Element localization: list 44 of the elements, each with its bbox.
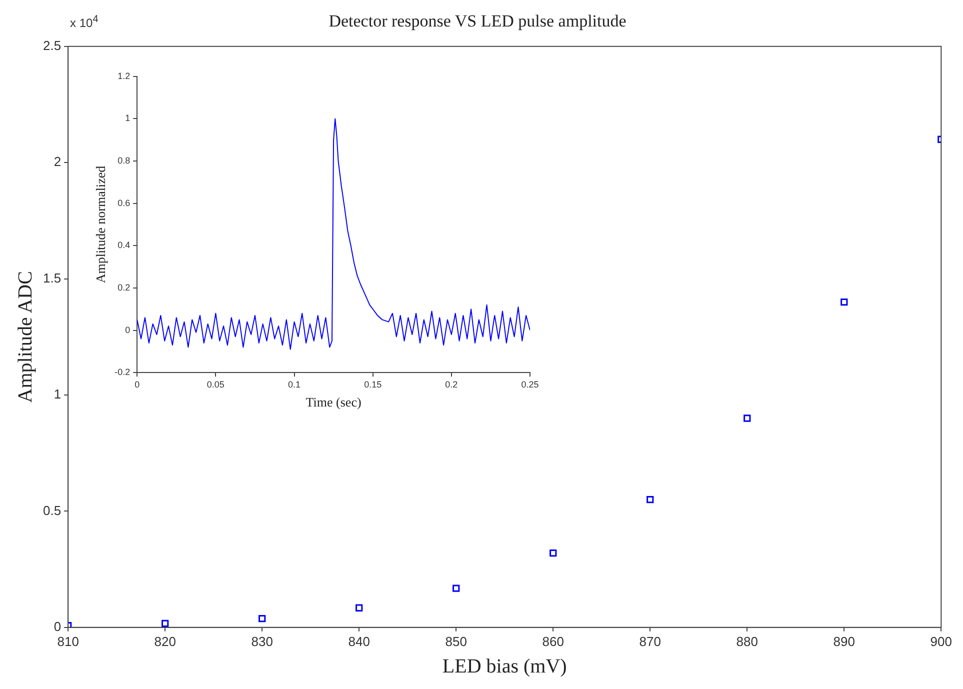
- x-tick-label: 0.05: [206, 379, 224, 390]
- y-axis-title: Amplitude ADC: [14, 271, 36, 403]
- y-axis-title: Amplitude normalized: [93, 165, 108, 284]
- x-tick-label: 850: [445, 634, 467, 649]
- y-tick-label: 0: [125, 324, 130, 335]
- x-tick-label: 860: [542, 634, 564, 649]
- point: [356, 604, 363, 612]
- x-tick-label: 810: [57, 634, 79, 649]
- x-tick-label: 0.15: [364, 379, 382, 390]
- y-tick-label: 1: [125, 113, 130, 124]
- x-tick-label: 0: [134, 379, 140, 390]
- y-tick-label: 2: [54, 154, 62, 170]
- y-tick-label: 1.2: [118, 70, 130, 81]
- x-tick-label: 890: [833, 634, 855, 649]
- y-tick-label: 0.6: [118, 198, 130, 208]
- y-tick-label: 1: [54, 386, 62, 402]
- x-tick-label: 840: [348, 634, 370, 649]
- point: [452, 584, 460, 592]
- x-tick-label: 830: [251, 634, 273, 649]
- x-tick-label: 870: [639, 634, 661, 649]
- point: [646, 496, 654, 504]
- x-tick-label: 0.1: [288, 379, 301, 390]
- y-tick-label: 0.8: [118, 156, 130, 166]
- x-tick-label: 880: [736, 634, 758, 649]
- text: x 10$^{4}$: [70, 14, 98, 30]
- x-tick-label: 820: [154, 634, 176, 649]
- point: [258, 614, 266, 622]
- point: [744, 414, 751, 422]
- point: [840, 298, 848, 306]
- x-tick-label: 0.2: [445, 379, 458, 390]
- y-tick-label: 0.4: [118, 240, 130, 250]
- y-tick-label: -0.2: [114, 367, 130, 378]
- y-tick-label: 0.2: [118, 282, 130, 292]
- x-tick-label: 0.25: [521, 379, 539, 390]
- x-axis-title: LED bias (mV): [442, 655, 567, 678]
- point: [550, 549, 557, 557]
- x-tick-label: 900: [930, 634, 952, 649]
- y-tick-label: 1.5: [42, 270, 62, 286]
- chart-title: Detector response VS LED pulse amplitude: [328, 12, 626, 31]
- y-tick-label: 0.5: [42, 502, 62, 518]
- y-tick-label: 0: [54, 618, 62, 634]
- x-axis-title: Time (sec): [306, 394, 362, 410]
- y-tick-label: 2.5: [42, 38, 62, 53]
- point: [162, 620, 169, 628]
